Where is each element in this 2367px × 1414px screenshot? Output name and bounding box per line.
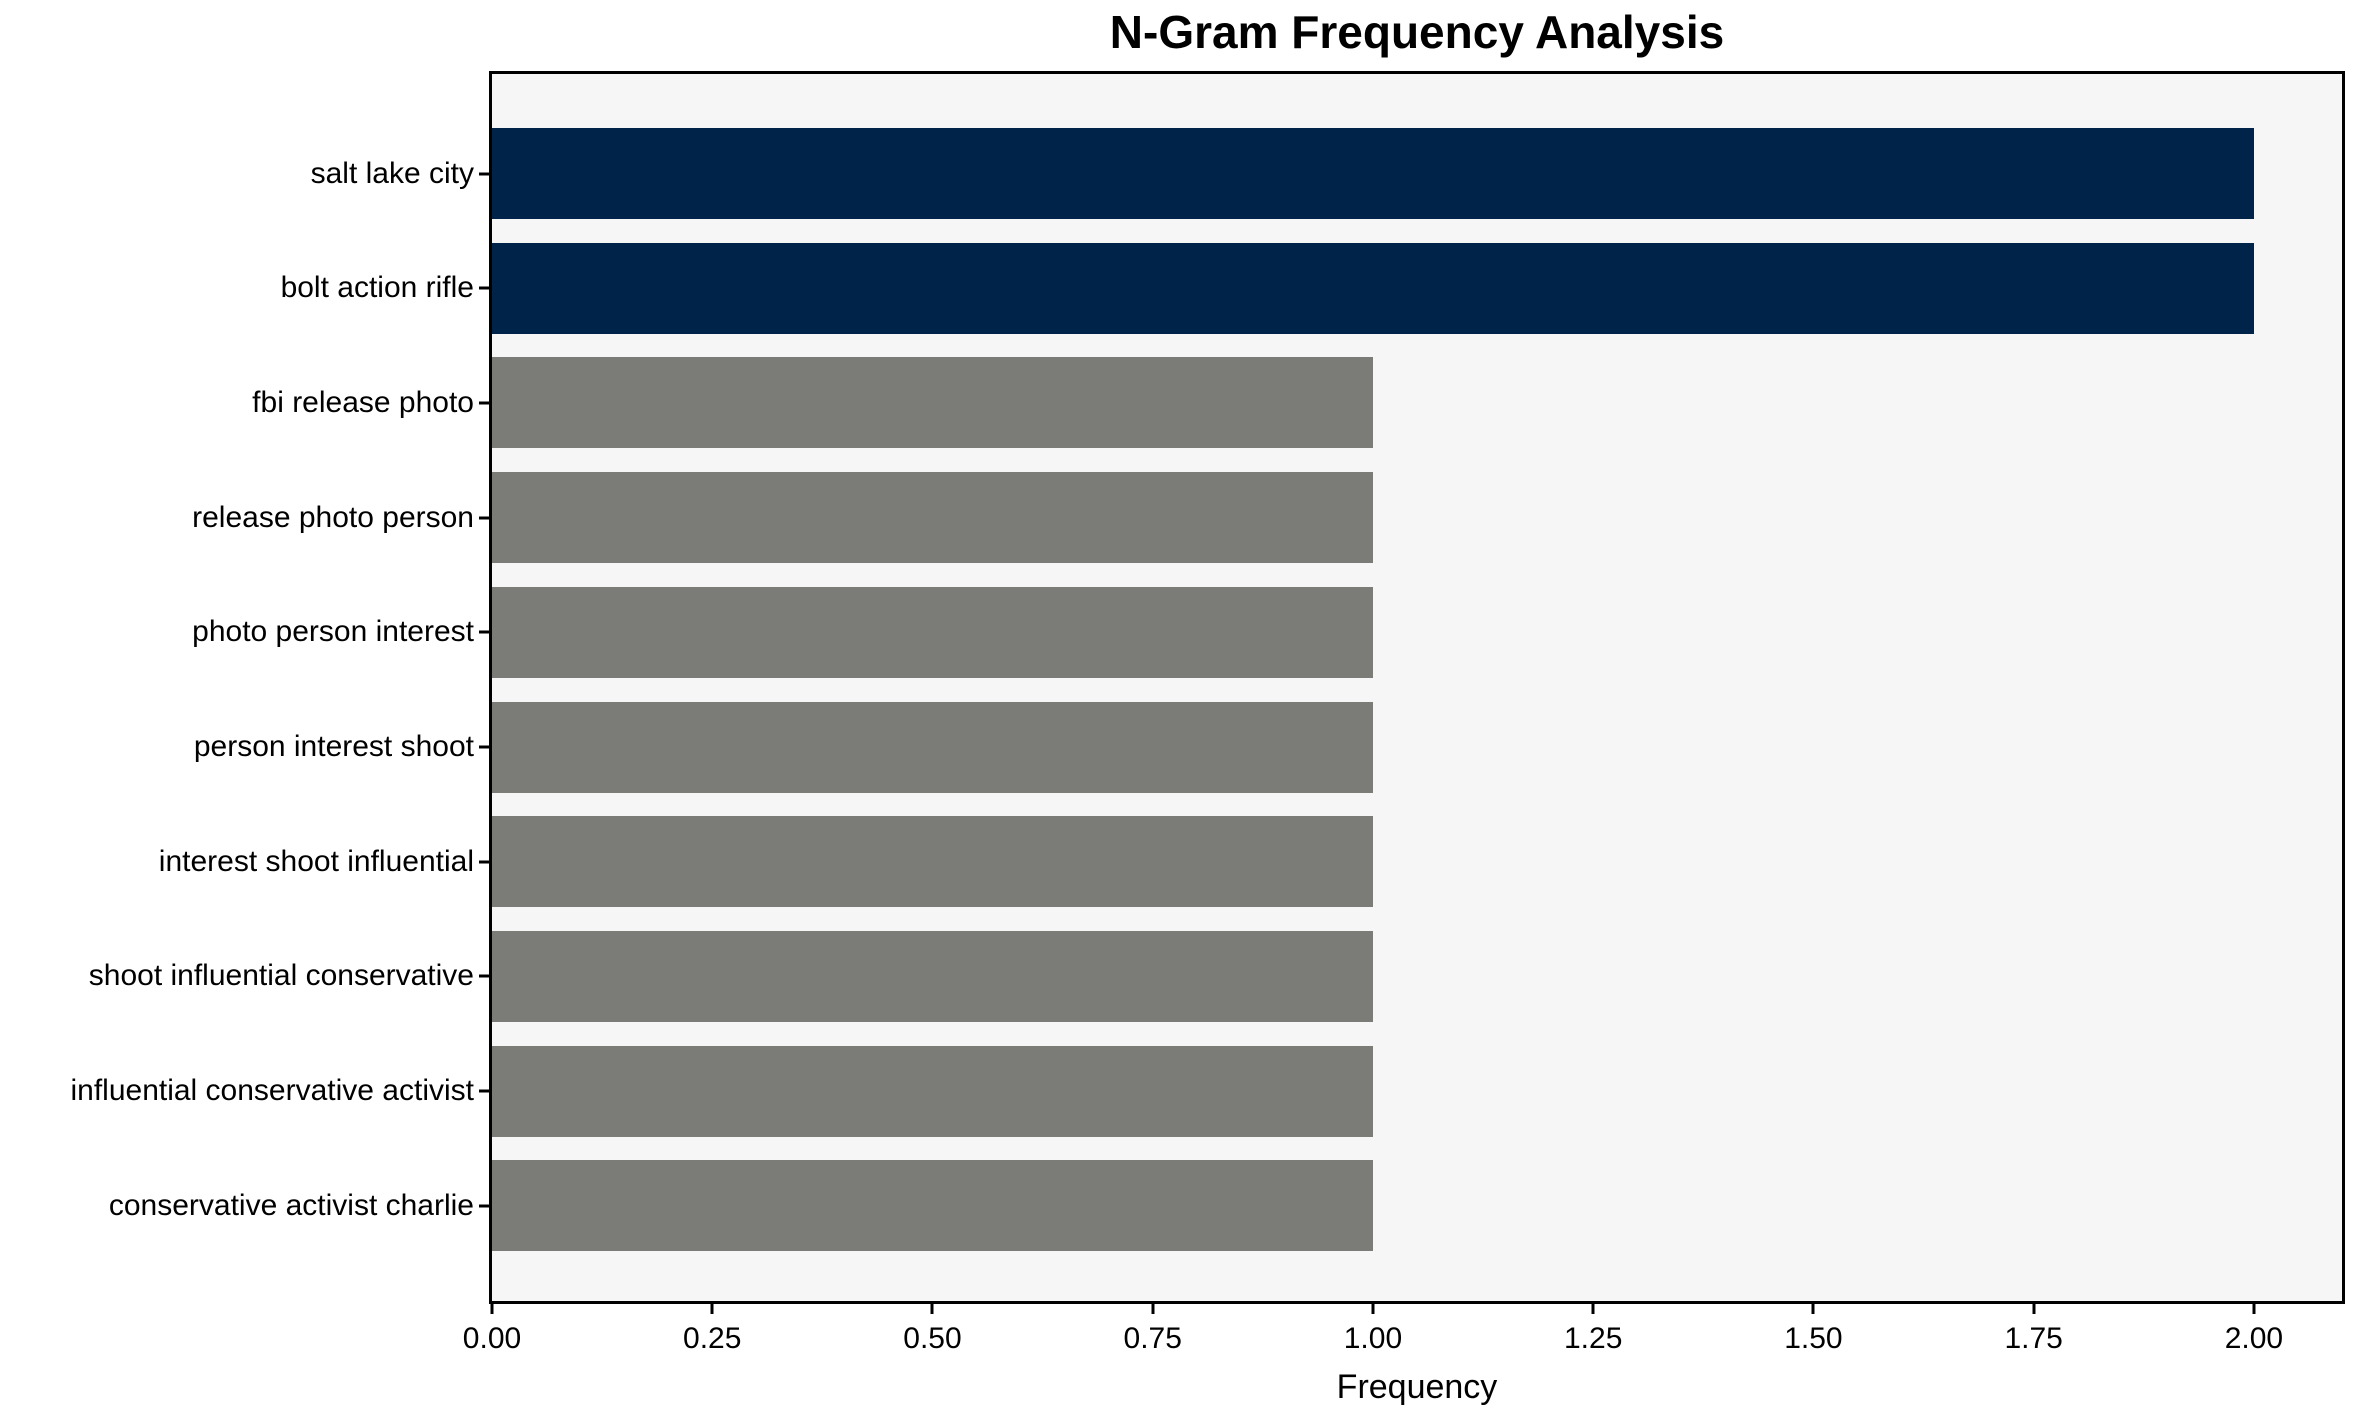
y-tick-mark	[479, 630, 489, 634]
y-tick-mark	[479, 172, 489, 175]
y-tick-label-release-photo-person: release photo person	[192, 500, 474, 534]
bar-interest-shoot-influential	[492, 816, 1373, 908]
bar-fbi-release-photo	[492, 357, 1373, 449]
y-tick-label-bolt-action-rifle: bolt action rifle	[280, 271, 474, 305]
x-tick-mark	[1371, 1304, 1375, 1314]
x-tick-label-2.00: 2.00	[2224, 1322, 2284, 1355]
x-tick-mark	[1811, 1304, 1815, 1314]
y-tick-mark	[479, 974, 489, 978]
x-tick-label-0.25: 0.25	[683, 1322, 742, 1355]
x-tick-mark	[710, 1304, 714, 1314]
x-tick-label-1.75: 1.75	[2004, 1322, 2063, 1355]
x-tick-label-1.00: 1.00	[1343, 1322, 1403, 1355]
y-tick-label-salt-lake-city: salt lake city	[310, 156, 474, 190]
x-tick-mark	[490, 1304, 494, 1314]
y-tick-label-shoot-influential-conservative: shoot influential conservative	[88, 959, 474, 993]
y-tick-label-conservative-activist-charlie: conservative activist charlie	[108, 1188, 474, 1222]
x-tick-mark	[1591, 1304, 1595, 1314]
bar-conservative-activist-charlie	[492, 1160, 1373, 1252]
y-tick-label-interest-shoot-influential: interest shoot influential	[158, 844, 474, 878]
x-tick-label-0.00: 0.00	[462, 1322, 522, 1355]
x-tick-mark	[1151, 1304, 1155, 1314]
bar-salt-lake-city	[492, 128, 2254, 219]
chart-title: N-Gram Frequency Analysis	[1109, 6, 1725, 58]
x-tick-label-0.50: 0.50	[903, 1322, 962, 1355]
y-tick-mark	[479, 401, 489, 405]
y-tick-mark	[479, 286, 489, 290]
x-tick-mark	[930, 1304, 934, 1314]
bar-shoot-influential-conservative	[492, 930, 1373, 1022]
bar-person-interest-shoot	[492, 701, 1373, 793]
y-tick-mark	[479, 1204, 489, 1208]
x-tick-mark	[2032, 1304, 2036, 1314]
y-tick-label-fbi-release-photo: fbi release photo	[252, 385, 474, 419]
y-tick-label-influential-conservative-activist: influential conservative activist	[70, 1074, 474, 1108]
bar-influential-conservative-activist	[492, 1045, 1373, 1137]
plot-area	[489, 71, 2345, 1304]
x-tick-label-0.75: 0.75	[1123, 1322, 1182, 1355]
y-tick-label-photo-person-interest: photo person interest	[192, 615, 474, 649]
x-axis-label: Frequency	[1336, 1368, 1498, 1406]
y-tick-mark	[479, 860, 489, 864]
x-tick-label-1.50: 1.50	[1784, 1322, 1843, 1355]
bar-bolt-action-rifle	[492, 242, 2254, 334]
bar-release-photo-person	[492, 472, 1373, 564]
y-tick-mark	[479, 745, 489, 749]
y-tick-label-person-interest-shoot: person interest shoot	[193, 730, 474, 763]
y-tick-mark	[479, 1089, 489, 1093]
bar-photo-person-interest	[492, 586, 1373, 678]
x-tick-mark	[2252, 1304, 2256, 1314]
y-tick-mark	[479, 516, 489, 520]
x-tick-label-1.25: 1.25	[1563, 1322, 1623, 1355]
